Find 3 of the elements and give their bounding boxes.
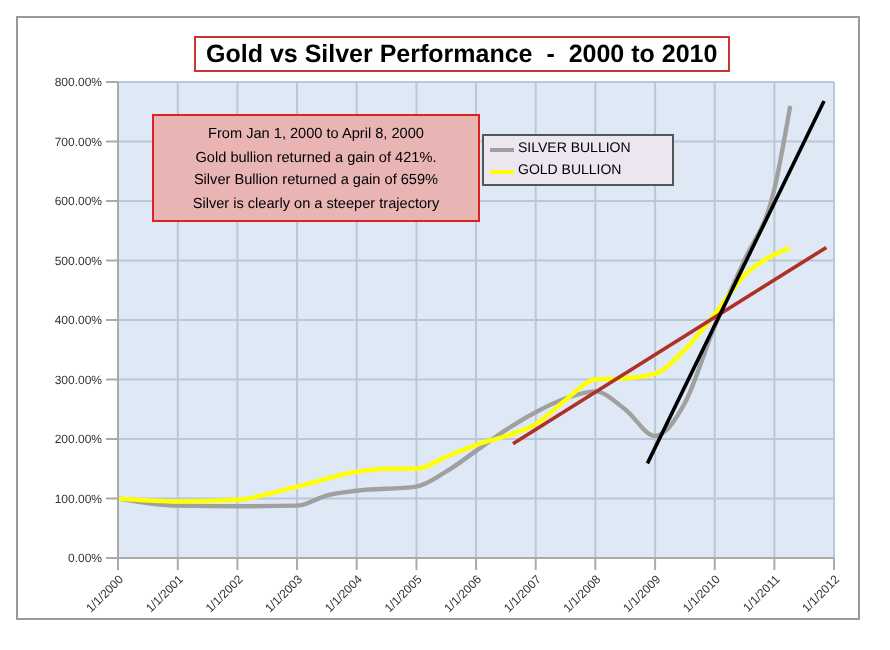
chart-title: Gold vs Silver Performance - 2000 to 2010 bbox=[194, 36, 730, 72]
line-series bbox=[118, 103, 793, 509]
line-series bbox=[118, 245, 793, 504]
